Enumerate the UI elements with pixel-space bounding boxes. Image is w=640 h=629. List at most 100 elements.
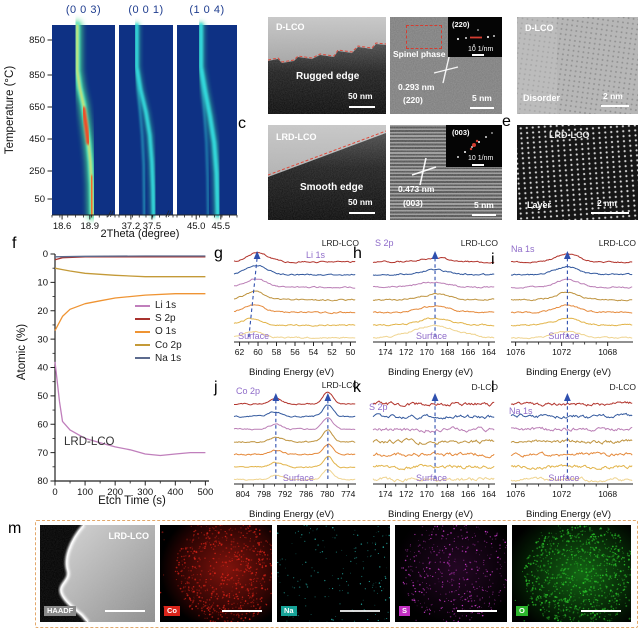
xps-trace bbox=[511, 465, 632, 470]
scale-bar bbox=[349, 212, 375, 214]
x-tick-label: 166 bbox=[461, 347, 475, 357]
arrow-head bbox=[564, 393, 571, 401]
f-plot-svg: 0 10 20 30 40 50 60 70 80 0 100 200 300 400 500 bbox=[28, 238, 215, 516]
xrd-heatmap-svg: 8508506504502505018.6 18.9 37.2 37.5 45.0 45.… bbox=[28, 0, 240, 246]
xps-trace bbox=[234, 291, 355, 301]
f-plot: 0 10 20 30 40 50 60 70 80 0 100 200 300 400 500 bbox=[28, 238, 215, 521]
y-tick-label: 70 bbox=[37, 448, 48, 459]
scale-bar bbox=[222, 610, 262, 613]
panel-letter-m: m bbox=[8, 521, 21, 537]
eds-map-na: Na bbox=[277, 525, 390, 622]
x-tick-label: 172 bbox=[399, 347, 413, 357]
legend-label: Li 1s bbox=[155, 300, 176, 311]
xps-trace bbox=[511, 266, 632, 275]
xps-trace bbox=[234, 405, 355, 417]
x-tick-label: 168 bbox=[440, 347, 454, 357]
y-tick-label: 30 bbox=[37, 334, 48, 345]
fft-plane-label: (220) bbox=[452, 21, 470, 29]
xps-plot-h: 174 172 170 168 166 164 bbox=[361, 238, 500, 364]
xps-surface-label: Surface bbox=[416, 473, 447, 483]
legend-label: O 1s bbox=[155, 326, 176, 337]
arrow-head bbox=[432, 393, 439, 401]
xps-plot-mount: 1076 1072 1068 bbox=[499, 380, 638, 511]
panel-letter-g: g bbox=[214, 246, 223, 262]
tem-lrd-layer: LRD-LCO Layer 2 nm bbox=[517, 125, 638, 220]
f-legend: Li 1s S 2p O 1s Co 2p Na 1s bbox=[135, 299, 182, 365]
scale-bar-label: 5 nm bbox=[474, 201, 494, 210]
fft-region-box bbox=[406, 25, 442, 49]
scale-bar bbox=[340, 610, 380, 613]
eds-map-co: Co bbox=[160, 525, 272, 622]
xps-plot-mount: 1076 1072 1068 bbox=[499, 238, 638, 369]
y-tick-label: 50 bbox=[34, 194, 45, 205]
xps-plot-mount: 174 172 170 168 166 164 bbox=[361, 380, 500, 511]
xps-trace bbox=[511, 279, 632, 288]
xps-species-label: Na 1s bbox=[511, 244, 535, 254]
xps-plot-i: 1076 1072 1068 bbox=[499, 238, 638, 364]
panel-letter-j: j bbox=[214, 380, 218, 396]
x-tick-label: 1076 bbox=[506, 347, 525, 357]
y-tick-label: 850 bbox=[29, 70, 45, 81]
fft-scale-bar bbox=[472, 164, 484, 166]
x-tick-label: 172 bbox=[399, 489, 413, 499]
panel-h-xps-s2p: h S 2p LRD-LCO Surface 174 172 170 168 166 16… bbox=[361, 238, 500, 378]
tem-lrd-smooth-edge: LRD-LCO Smooth edge 50 nm bbox=[268, 125, 386, 220]
xps-trace bbox=[373, 452, 494, 458]
fft-inset: (220) 10 1/nm bbox=[448, 17, 502, 57]
panel-letter-e: e bbox=[502, 114, 511, 130]
xps-trace bbox=[373, 427, 494, 433]
xps-trace bbox=[511, 452, 632, 457]
x-tick-label: 774 bbox=[341, 489, 355, 499]
fft-scale-label: 10 1/nm bbox=[468, 46, 493, 53]
scale-bar bbox=[349, 106, 375, 108]
eds-cloud bbox=[512, 525, 631, 622]
series-S2p bbox=[55, 257, 205, 260]
xps-species-label: Na 1s bbox=[509, 406, 533, 416]
xps-plot-j: 804 798 792 786 780 774 bbox=[222, 380, 361, 506]
eds-map-haadf: LRD-LCO HAADF bbox=[40, 525, 155, 622]
xps-xlabel: Binding Energy (eV) bbox=[499, 509, 638, 520]
scale-bar-label: 50 nm bbox=[348, 92, 373, 101]
xps-species-label: Co 2p bbox=[236, 386, 260, 396]
fft-scale-bar bbox=[472, 54, 484, 56]
scale-bar bbox=[105, 610, 145, 613]
xps-trace bbox=[234, 266, 355, 276]
arrow-head bbox=[272, 393, 279, 401]
tem-lrd-003-lattice: 0.473 nm (003) 5 nm (003) 10 1/nm bbox=[390, 125, 502, 220]
panel-g-xps-li1s: g Li 1s LRD-LCO Surface 62 60 58 56 54 52 50 B… bbox=[222, 238, 361, 378]
scale-bar bbox=[591, 212, 629, 214]
xps-plot-k: 174 172 170 168 166 164 bbox=[361, 380, 500, 506]
series-O1s bbox=[55, 294, 205, 331]
xps-trace bbox=[373, 401, 494, 407]
xps-trace bbox=[511, 292, 632, 301]
x-tick-label: 174 bbox=[378, 347, 392, 357]
xps-xlabel: Binding Energy (eV) bbox=[361, 367, 500, 378]
eds-badge-haadf: HAADF bbox=[44, 606, 76, 617]
tem-spinel-phase: Spinel phase 0.293 nm (220) 5 nm (220) 1… bbox=[390, 17, 502, 114]
y-tick-label: 80 bbox=[37, 476, 48, 487]
legend-swatch bbox=[135, 344, 150, 346]
arrow-head bbox=[432, 251, 439, 259]
eds-map-s: S bbox=[395, 525, 507, 622]
xps-plot-l: 1076 1072 1068 bbox=[499, 380, 638, 506]
tem-sample-label: LRD-LCO bbox=[549, 131, 590, 140]
axis-break-glyph: // bbox=[108, 209, 113, 219]
legend-label: S 2p bbox=[155, 313, 176, 324]
x-tick-label: 54 bbox=[309, 347, 319, 357]
x-tick-label: 780 bbox=[320, 489, 334, 499]
xps-trace bbox=[234, 279, 355, 288]
panel-letter-h: h bbox=[353, 246, 362, 262]
x-tick-label: 792 bbox=[278, 489, 292, 499]
legend-swatch bbox=[135, 305, 150, 307]
x-tick-label: 60 bbox=[253, 347, 263, 357]
peak-shift-arrow bbox=[249, 258, 257, 337]
x-tick-label: 58 bbox=[272, 347, 282, 357]
panel-k-xps-s2p-dlco: k S 2p D-LCO Surface 174 172 170 168 166 164 … bbox=[361, 380, 500, 520]
panel-letter-f: f bbox=[12, 236, 16, 252]
legend-item: Na 1s bbox=[135, 352, 182, 365]
scale-bar bbox=[601, 105, 629, 107]
scale-bar-label: 5 nm bbox=[472, 94, 492, 103]
y-tick-label: 20 bbox=[37, 306, 48, 317]
xps-xlabel: Binding Energy (eV) bbox=[222, 367, 361, 378]
legend-item: Li 1s bbox=[135, 299, 182, 312]
